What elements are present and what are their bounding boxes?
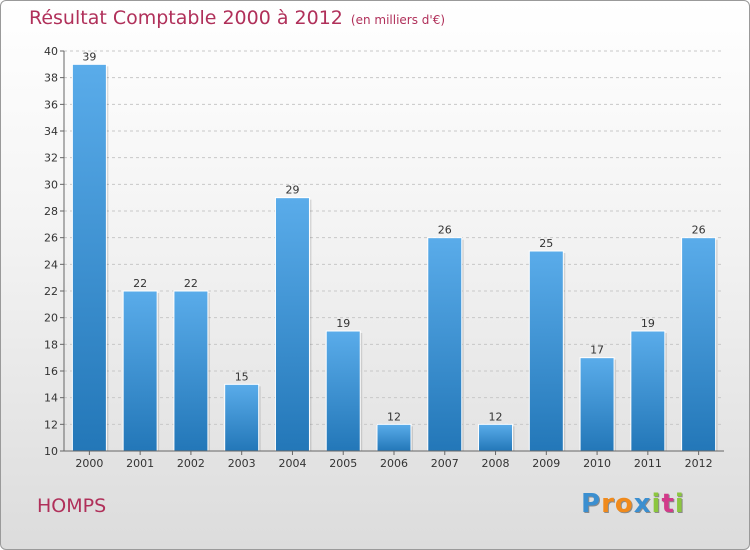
proxiti-logo: Proxiti [581,489,685,519]
data-label-2005: 19 [336,317,350,330]
x-tick-label-2002: 2002 [177,457,205,470]
y-tick-label: 38 [44,72,58,85]
y-tick-label: 24 [44,258,58,271]
x-tick-label-2005: 2005 [329,457,357,470]
logo-letter: x [633,489,652,519]
data-label-2006: 12 [387,410,401,423]
x-tick-label-2001: 2001 [126,457,154,470]
logo-letter: P [581,489,602,519]
chart-title-text: Résultat Comptable 2000 à 2012 [29,7,343,29]
chart-subtitle: (en milliers d'€) [350,13,446,27]
y-tick-label: 14 [44,392,58,405]
bar-2001 [122,290,158,452]
bar-2002 [173,290,209,452]
x-tick-label-2010: 2010 [583,457,611,470]
y-tick-label: 10 [44,445,58,458]
x-tick-label-2007: 2007 [431,457,459,470]
bar-2003 [224,383,260,452]
data-label-2009: 25 [539,237,553,250]
data-label-2011: 19 [641,317,655,330]
data-label-2010: 17 [590,344,604,357]
bar-2006 [376,423,412,452]
bar-2005 [325,330,361,452]
data-label-2003: 15 [235,370,249,383]
grid-lines [64,50,724,452]
y-tick-label: 26 [44,232,58,245]
data-label-2007: 26 [438,224,452,237]
y-tick-label: 40 [44,45,58,58]
x-tick-label-2003: 2003 [228,457,256,470]
y-tick-label: 34 [44,125,58,138]
y-tick-label: 12 [44,418,58,431]
data-label-2004: 29 [285,184,299,197]
data-label-2012: 26 [692,224,706,237]
logo-letter: t [661,489,675,519]
bar-2010 [579,357,615,452]
data-label-2008: 12 [489,410,503,423]
logo-letter: i [651,489,662,519]
commune-name: HOMPS [37,495,107,517]
bar-2000 [71,63,107,452]
bar-2009 [528,250,564,452]
bar-2007 [427,237,463,452]
bar-2011 [630,330,666,452]
x-tick-label-2011: 2011 [634,457,662,470]
bars: 39 22 22 15 29 19 12 26 12 25 17 19 26 [71,50,718,452]
y-tick-label: 16 [44,365,58,378]
x-tick-label-2008: 2008 [482,457,510,470]
x-tick-label-2012: 2012 [685,457,713,470]
bar-2012 [681,237,717,452]
x-tick-label-2006: 2006 [380,457,408,470]
y-tick-label: 18 [44,338,58,351]
y-tick-label: 20 [44,312,58,325]
y-tick-label: 28 [44,205,58,218]
y-tick-label: 36 [44,98,58,111]
bar-2008 [478,423,514,452]
y-tick-label: 22 [44,285,58,298]
x-tick-label-2009: 2009 [532,457,560,470]
data-label-2001: 22 [133,277,147,290]
logo-letter: i [674,489,685,519]
y-tick-label: 30 [44,178,58,191]
chart-title: Résultat Comptable 2000 à 2012 (en millie… [29,7,445,29]
x-tick-label-2000: 2000 [75,457,103,470]
x-tick-label-2004: 2004 [278,457,306,470]
axes: 10 12 14 16 18 20 22 24 26 28 30 32 34 36 38 40 2000 2001… [44,45,724,470]
y-tick-label: 32 [44,152,58,165]
logo-letter: o [614,489,634,519]
logo-letter: r [601,489,615,519]
bar-2004 [274,197,310,452]
data-label-2002: 22 [184,277,198,290]
data-label-2000: 39 [82,50,96,63]
